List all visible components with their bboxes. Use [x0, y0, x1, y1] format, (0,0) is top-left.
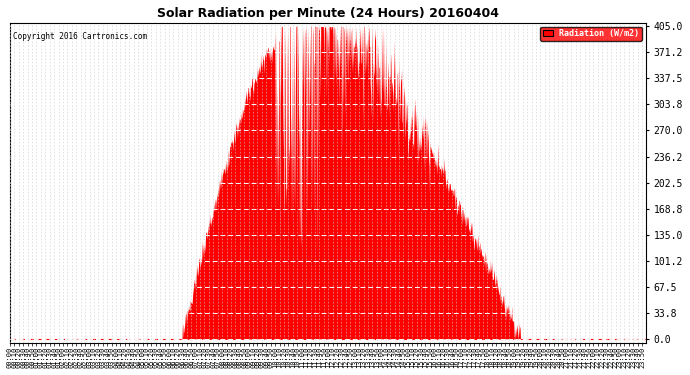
Title: Solar Radiation per Minute (24 Hours) 20160404: Solar Radiation per Minute (24 Hours) 20… — [157, 7, 499, 20]
Text: Copyright 2016 Cartronics.com: Copyright 2016 Cartronics.com — [13, 32, 147, 41]
Legend: Radiation (W/m2): Radiation (W/m2) — [540, 27, 642, 40]
